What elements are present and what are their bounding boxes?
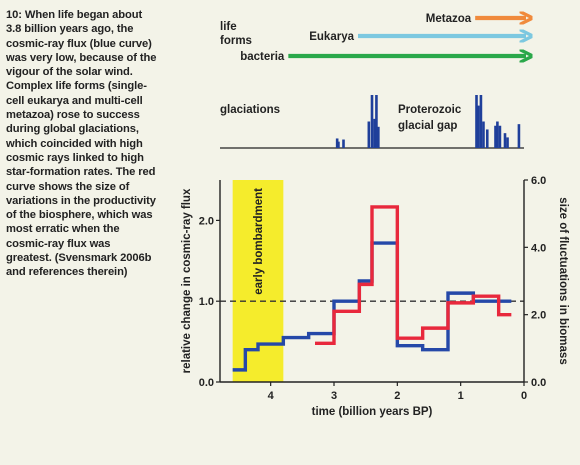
glaciation-bar	[337, 141, 340, 148]
glaciation-bar	[367, 121, 371, 148]
glaciation-bar	[373, 118, 376, 148]
glacial-gap-label-line1: Proterozoic	[398, 104, 462, 116]
glaciation-bar	[342, 139, 345, 148]
axes: 4 3 2 1 0 0.0 1.0 2.0 0.0 2.0 4.0 6.0	[199, 175, 547, 402]
glaciations-label: glaciations	[220, 104, 280, 116]
glaciation-bar	[496, 121, 499, 148]
glaciation-bar	[503, 133, 507, 148]
y-axis-label-right: size of fluctuations in biomass	[557, 197, 569, 364]
y-right-tick-label: 6.0	[531, 175, 546, 187]
glaciation-bar	[506, 137, 509, 148]
glacial-gap-label-line2: glacial gap	[398, 120, 457, 132]
glaciation-bar	[479, 95, 483, 148]
glaciation-bar	[498, 125, 502, 148]
y-left-tick-label: 2.0	[199, 215, 214, 227]
early-bombardment-label: early bombardment	[253, 188, 265, 295]
x-tick-label: 2	[394, 390, 400, 402]
y-right-tick-label: 4.0	[531, 242, 546, 254]
life-forms-arrows: Metazoa Eukarya bacteria	[240, 13, 526, 63]
life-forms-label-line1: life	[220, 21, 237, 33]
glaciation-bar	[377, 126, 380, 148]
arrow-label-eukarya: Eukarya	[309, 31, 354, 43]
glaciation-bar	[482, 121, 485, 148]
x-tick-label: 1	[458, 390, 464, 402]
glaciation-bar	[485, 129, 489, 148]
x-axis-label: time (billion years BP)	[312, 406, 433, 418]
x-tick-label: 0	[521, 390, 527, 402]
y-left-tick-label: 1.0	[199, 296, 214, 308]
y-left-tick-label: 0.0	[199, 377, 214, 389]
cosmic-ray-flux-line	[232, 241, 512, 372]
biomass-fluctuation-line	[315, 205, 512, 345]
glaciation-bar	[375, 95, 378, 148]
glaciation-bar	[517, 124, 521, 148]
x-tick-label: 3	[331, 390, 337, 402]
life-forms-label-line2: forms	[220, 35, 252, 47]
arrow-label-metazoa: Metazoa	[426, 13, 472, 25]
y-right-tick-label: 2.0	[531, 310, 546, 322]
y-axis-label-left: relative change in cosmic-ray flux	[181, 188, 193, 373]
y-right-tick-label: 0.0	[531, 377, 546, 389]
glaciation-bar	[475, 95, 478, 148]
glaciation-bar	[370, 95, 374, 148]
series-lines	[232, 205, 512, 372]
arrow-label-bacteria: bacteria	[240, 51, 285, 63]
glaciation-bar	[477, 105, 480, 148]
glaciation-bar	[494, 125, 497, 148]
glaciation-bars	[335, 95, 521, 148]
x-tick-label: 4	[268, 390, 275, 402]
figure-caption: 10: When life began about 3.8 billion ye…	[6, 9, 157, 279]
